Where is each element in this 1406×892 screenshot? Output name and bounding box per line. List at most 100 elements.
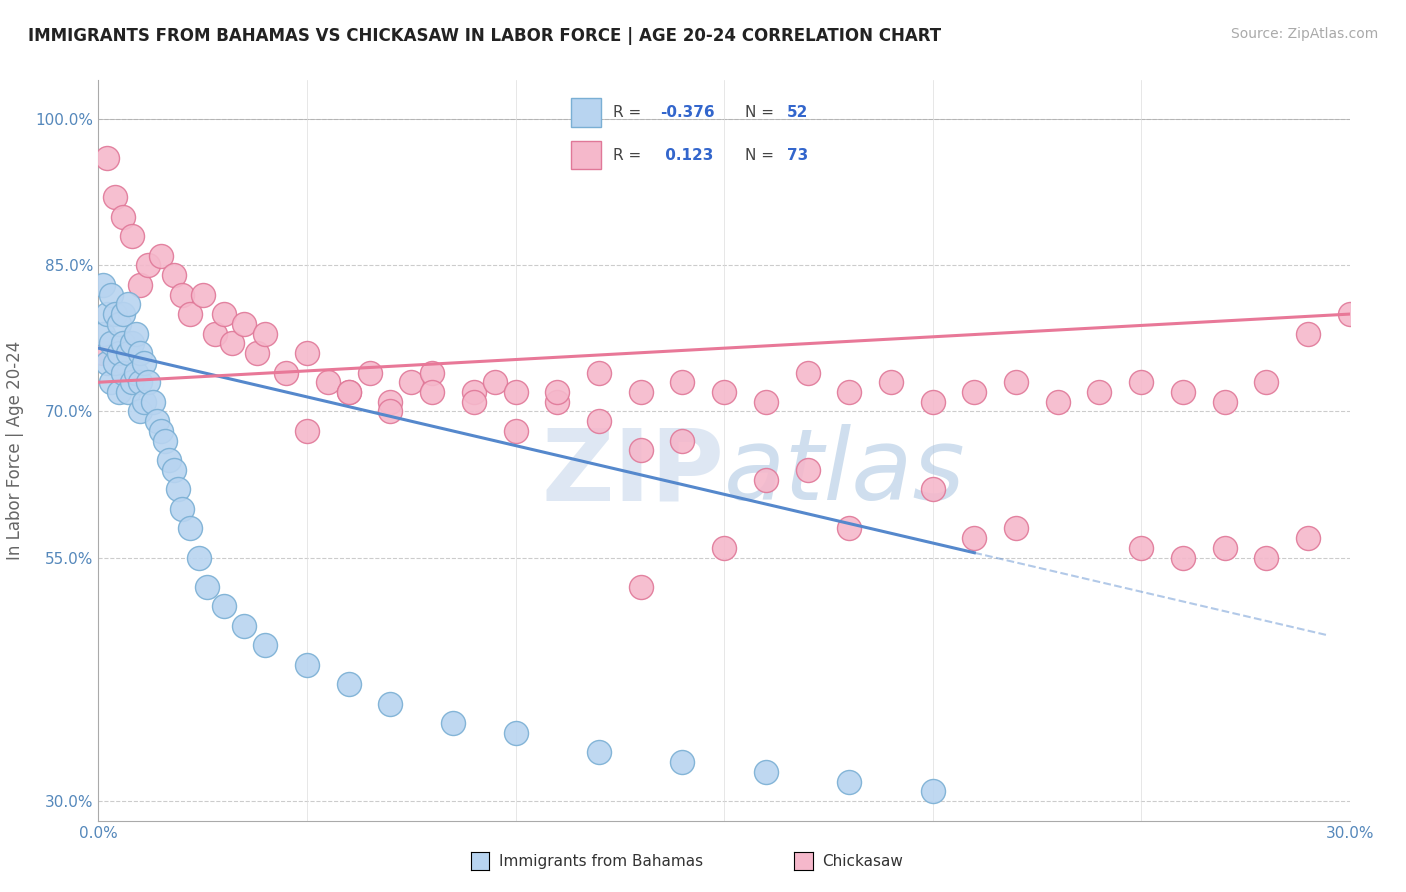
Point <box>104 307 127 321</box>
Point <box>295 424 318 438</box>
Point <box>150 424 173 438</box>
Point <box>1130 376 1153 390</box>
Point <box>191 287 214 301</box>
Text: N =: N = <box>745 105 779 120</box>
Point <box>838 774 860 789</box>
Point <box>146 414 169 428</box>
Point <box>796 366 818 380</box>
Point <box>630 443 652 458</box>
Point <box>671 755 693 769</box>
Point <box>1339 307 1361 321</box>
Point <box>1005 521 1028 535</box>
Point <box>630 384 652 399</box>
Text: -0.376: -0.376 <box>659 105 714 120</box>
Point <box>117 297 139 311</box>
Point <box>166 483 188 497</box>
Point <box>921 784 943 798</box>
Point <box>138 259 160 273</box>
Point <box>170 287 193 301</box>
Point <box>1296 326 1319 341</box>
Point <box>142 394 165 409</box>
Point <box>337 384 360 399</box>
Point <box>838 384 860 399</box>
Point <box>713 384 735 399</box>
Point <box>195 580 218 594</box>
Point <box>588 366 610 380</box>
Point <box>1130 541 1153 555</box>
Point <box>125 326 148 341</box>
Point <box>630 580 652 594</box>
Text: ZIP: ZIP <box>541 425 724 521</box>
Point <box>112 366 135 380</box>
Point <box>337 384 360 399</box>
Point <box>1171 550 1194 565</box>
Point <box>1171 384 1194 399</box>
Point <box>91 326 114 341</box>
Point <box>1046 394 1069 409</box>
Text: 73: 73 <box>787 148 808 162</box>
Text: 52: 52 <box>787 105 808 120</box>
Point <box>117 384 139 399</box>
Text: N =: N = <box>745 148 779 162</box>
Point <box>129 277 152 292</box>
Point <box>274 366 298 380</box>
Point <box>1088 384 1111 399</box>
Point <box>505 424 527 438</box>
Point <box>179 521 201 535</box>
Point <box>505 384 527 399</box>
Point <box>212 307 235 321</box>
Point <box>129 404 152 418</box>
Point <box>104 356 127 370</box>
Point <box>129 376 152 390</box>
Point <box>233 619 256 633</box>
Point <box>100 287 122 301</box>
Point <box>108 346 131 360</box>
Point <box>112 210 135 224</box>
Point <box>963 384 986 399</box>
Bar <box>571 141 600 169</box>
Text: Source: ZipAtlas.com: Source: ZipAtlas.com <box>1230 27 1378 41</box>
Point <box>100 336 122 351</box>
Point <box>588 746 610 760</box>
Point <box>755 473 778 487</box>
Point <box>179 307 201 321</box>
Point <box>212 599 235 614</box>
Point <box>108 317 131 331</box>
Point <box>150 249 173 263</box>
Point <box>337 677 360 691</box>
Point <box>441 716 464 731</box>
Point <box>588 414 610 428</box>
Point <box>96 307 118 321</box>
Point <box>112 336 135 351</box>
Point <box>134 394 156 409</box>
Point <box>233 317 256 331</box>
Text: atlas: atlas <box>724 425 966 521</box>
Point <box>671 434 693 448</box>
Point <box>157 453 180 467</box>
Point <box>153 434 176 448</box>
Point <box>921 483 943 497</box>
Point <box>796 463 818 477</box>
Point <box>162 268 184 282</box>
Point <box>295 346 318 360</box>
Point <box>713 541 735 555</box>
Text: Immigrants from Bahamas: Immigrants from Bahamas <box>499 855 703 869</box>
Point <box>96 356 118 370</box>
Point <box>246 346 269 360</box>
Point <box>755 764 778 779</box>
Point <box>204 326 226 341</box>
Text: R =: R = <box>613 148 645 162</box>
Point <box>880 376 903 390</box>
Point <box>921 394 943 409</box>
Point <box>1296 531 1319 545</box>
Point <box>108 384 131 399</box>
Point <box>1256 550 1278 565</box>
Point <box>187 550 209 565</box>
Bar <box>571 98 600 127</box>
Point <box>254 638 277 652</box>
Point <box>380 404 402 418</box>
Point <box>117 346 139 360</box>
Point <box>129 346 152 360</box>
Point <box>963 531 986 545</box>
Point <box>121 336 143 351</box>
